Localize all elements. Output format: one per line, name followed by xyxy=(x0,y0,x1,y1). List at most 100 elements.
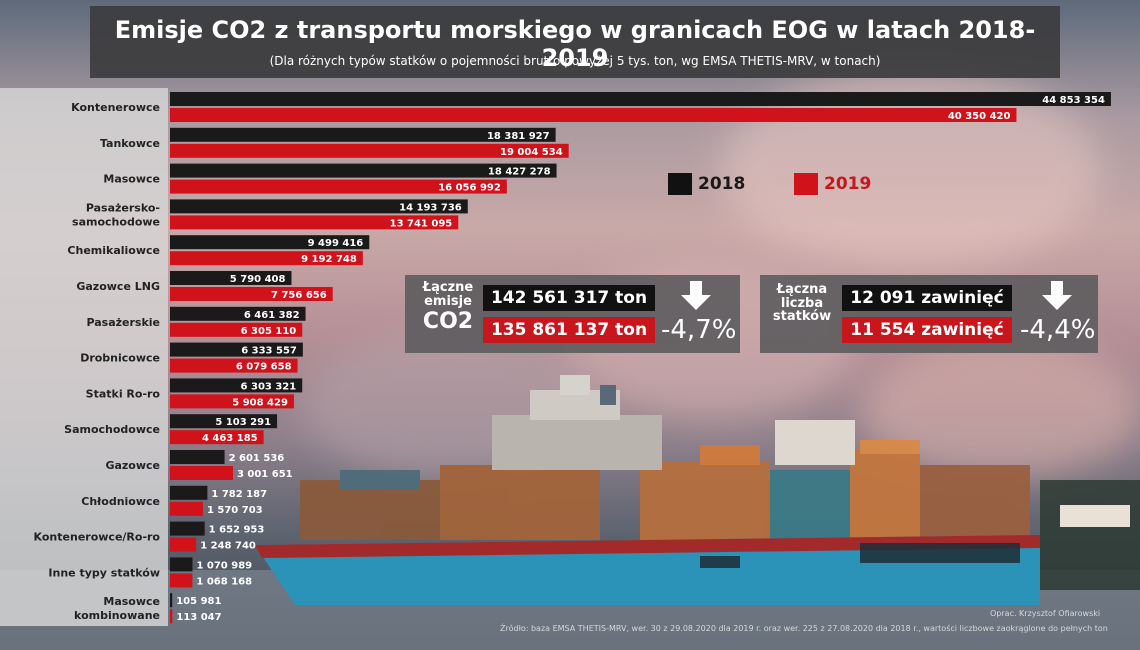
chart-subtitle: (Dla różnych typów statków o pojemności … xyxy=(269,54,881,68)
bar-2019-11 xyxy=(170,501,203,516)
value-label-2019-14: 113 047 xyxy=(176,612,221,623)
emissions-summary-box: Łączne emisje CO2 142 561 317 ton 135 86… xyxy=(405,275,740,353)
value-label-2018-1: 18 381 927 xyxy=(487,131,550,142)
emissions-2018-value: 142 561 317 ton xyxy=(483,285,655,311)
legend-item-2019: 2019 xyxy=(794,173,871,195)
ships-summary-box: Łączna liczba statków 12 091 zawinięć 11… xyxy=(760,275,1098,353)
bar-2019-13 xyxy=(170,573,193,588)
value-label-2019-10: 3 001 651 xyxy=(237,469,293,480)
ships-label-line-2: liczba xyxy=(780,295,824,311)
category-label-10: Gazowce xyxy=(105,459,160,472)
ships-label-line-1: Łączna xyxy=(776,282,828,297)
bar-2018-0 xyxy=(170,92,1111,106)
value-label-2018-11: 1 782 187 xyxy=(211,489,267,500)
bar-2018-1 xyxy=(170,127,556,142)
value-label-2018-8: 6 303 321 xyxy=(241,381,297,392)
ships-change: -4,4% xyxy=(1020,315,1096,345)
bar-2019-4 xyxy=(170,251,363,266)
bar-2018-5 xyxy=(170,271,292,285)
legend-swatch-2019 xyxy=(794,173,818,195)
value-label-2018-5: 5 790 408 xyxy=(230,274,286,285)
bar-2019-6 xyxy=(170,322,303,337)
value-label-2018-9: 5 103 291 xyxy=(215,417,271,428)
value-label-2018-2: 18 427 278 xyxy=(488,167,551,178)
bar-2018-13 xyxy=(170,557,193,572)
bar-2018-9 xyxy=(170,414,278,429)
bar-2019-9 xyxy=(170,430,264,445)
category-label-12: Kontenerowce/Ro-ro xyxy=(34,531,161,544)
value-label-2019-0: 40 350 420 xyxy=(948,111,1011,122)
ships-2018-value: 12 091 zawinięć xyxy=(842,285,1012,311)
bar-2019-12 xyxy=(170,537,197,552)
value-label-2019-12: 1 248 740 xyxy=(200,541,256,552)
value-label-2018-12: 1 652 953 xyxy=(209,525,265,536)
bar-2018-11 xyxy=(170,485,208,500)
value-label-2019-2: 16 056 992 xyxy=(438,183,501,194)
bar-2018-14 xyxy=(170,593,173,608)
bar-2018-2 xyxy=(170,163,557,178)
value-label-2019-11: 1 570 703 xyxy=(207,505,263,516)
bar-2018-12 xyxy=(170,521,205,536)
bar-2019-2 xyxy=(170,179,507,194)
value-label-2018-0: 44 853 354 xyxy=(1042,95,1105,106)
value-label-2019-3: 13 741 095 xyxy=(390,218,453,229)
category-label-1: Tankowce xyxy=(100,137,160,150)
value-label-2019-6: 6 305 110 xyxy=(241,326,297,337)
bar-2019-7 xyxy=(170,358,298,373)
value-label-2019-8: 5 908 429 xyxy=(232,397,288,408)
down-arrow-icon xyxy=(681,281,711,310)
bar-2019-3 xyxy=(170,215,459,230)
value-label-2019-1: 19 004 534 xyxy=(500,147,563,158)
category-label-11: Chłodniowce xyxy=(81,495,160,508)
legend-swatch-2018 xyxy=(668,173,692,195)
category-label-7: Drobnicowce xyxy=(80,352,160,365)
category-label-8: Statki Ro-ro xyxy=(86,387,161,400)
category-label-14-0: Masowce xyxy=(103,595,160,608)
value-label-2019-13: 1 068 168 xyxy=(196,576,252,587)
category-label-4: Chemikaliowce xyxy=(67,244,160,257)
value-label-2019-7: 6 079 658 xyxy=(236,362,292,373)
category-label-6: Pasażerskie xyxy=(86,316,160,329)
emissions-label-line-3: CO2 xyxy=(422,309,474,335)
category-label-5: Gazowce LNG xyxy=(76,280,160,293)
category-labels-panel xyxy=(0,88,168,626)
value-label-2018-14: 105 981 xyxy=(176,596,221,607)
value-label-2018-6: 6 461 382 xyxy=(244,310,300,321)
value-label-2019-9: 4 463 185 xyxy=(202,433,258,444)
down-arrow-icon xyxy=(1042,281,1072,310)
category-label-3-1: samochodowe xyxy=(72,215,160,228)
category-label-2: Masowce xyxy=(103,173,160,186)
value-label-2018-3: 14 193 736 xyxy=(399,202,462,213)
value-label-2018-10: 2 601 536 xyxy=(229,453,285,464)
bar-2019-0 xyxy=(170,108,1017,122)
emissions-label-line-2: emisje xyxy=(424,293,472,309)
value-label-2019-4: 9 192 748 xyxy=(301,254,357,265)
legend-label-2018: 2018 xyxy=(698,174,746,194)
emissions-change: -4,7% xyxy=(661,315,737,345)
value-label-2018-13: 1 070 989 xyxy=(196,560,252,571)
ships-2019-value: 11 554 zawinięć xyxy=(842,317,1012,343)
category-label-3-0: Pasażersko- xyxy=(86,201,160,214)
bar-2018-7 xyxy=(170,342,303,357)
credit-text: Oprac. Krzysztof Ofiarowski xyxy=(990,609,1101,618)
category-label-13: Inne typy statków xyxy=(48,566,160,579)
ships-label-line-3: statków xyxy=(772,309,832,325)
bar-2018-4 xyxy=(170,235,370,250)
ships-label: Łączna liczba statków xyxy=(766,283,838,324)
bar-2018-6 xyxy=(170,306,306,321)
bar-2019-1 xyxy=(170,143,569,158)
legend-label-2019: 2019 xyxy=(824,174,872,194)
emissions-2019-value: 135 861 137 ton xyxy=(483,317,655,343)
emissions-label: Łączne emisje CO2 xyxy=(413,280,483,335)
title-box: Emisje CO2 z transportu morskiego w gran… xyxy=(90,6,1060,78)
chart-title: Emisje CO2 z transportu morskiego w gran… xyxy=(114,16,1036,72)
source-text: Źródło: baza EMSA THETIS-MRV, wer. 30 z … xyxy=(500,624,1108,633)
emissions-label-line-1: Łączne xyxy=(422,280,474,295)
value-label-2018-7: 6 333 557 xyxy=(241,346,297,357)
category-label-14-1: kombinowane xyxy=(74,609,160,622)
value-label-2019-5: 7 756 656 xyxy=(271,290,327,301)
bar-2019-5 xyxy=(170,287,333,301)
